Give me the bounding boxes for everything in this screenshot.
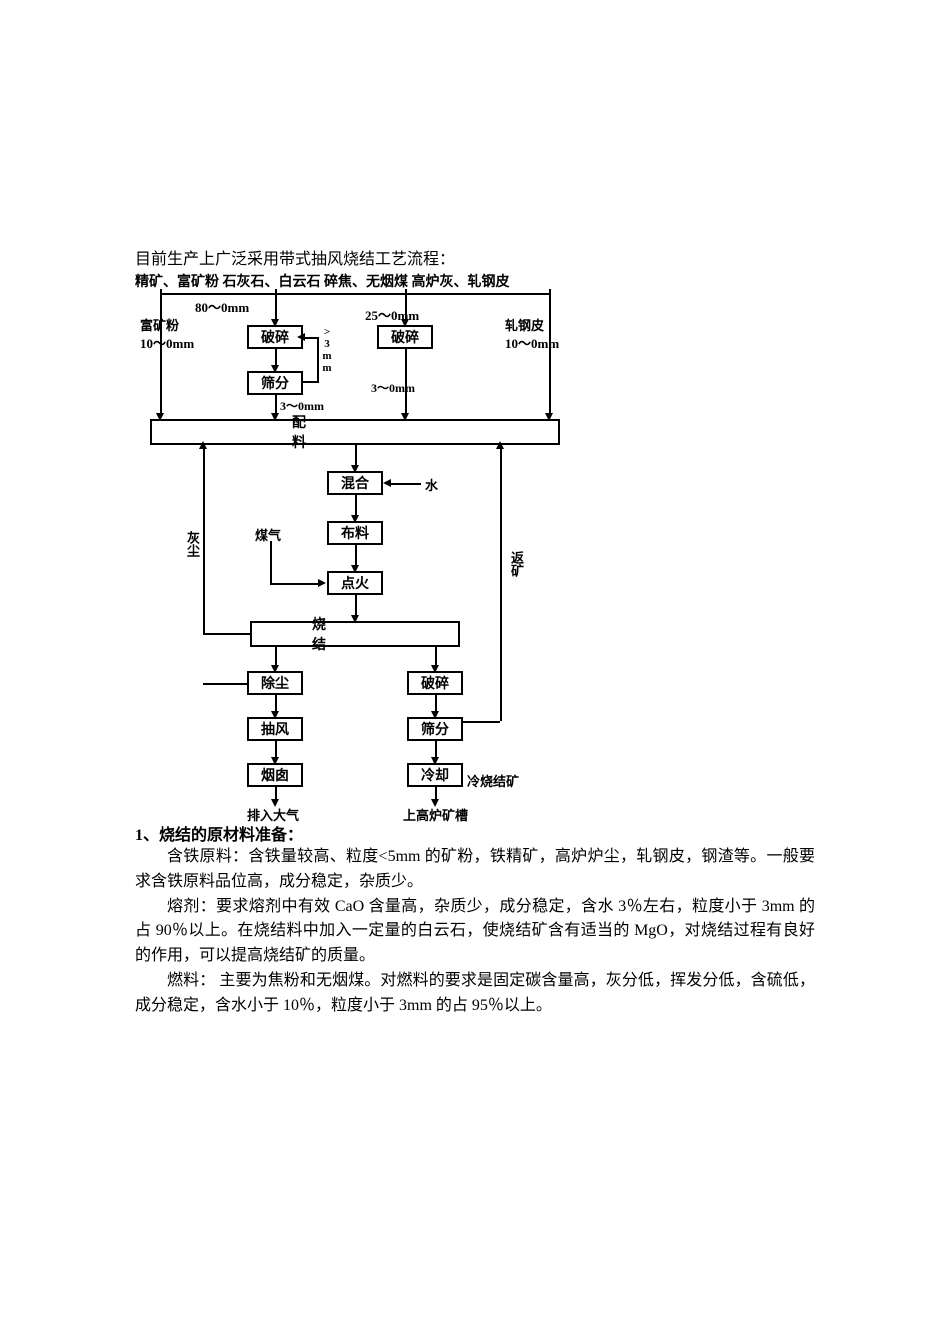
- label-gt3: >3mm: [321, 326, 333, 374]
- node-chuchen: 除尘: [247, 671, 303, 695]
- line: [435, 647, 437, 667]
- label-lengshaojie: 冷烧结矿: [467, 771, 519, 790]
- line: [160, 293, 162, 415]
- label-huichen: 灰尘: [183, 531, 202, 557]
- node-yancong: 烟囱: [247, 763, 303, 787]
- document-page: 目前生产上广泛采用带式抽风烧结工艺流程： 精矿、富矿粉 石灰石、白云石 碎焦、无…: [0, 0, 945, 1337]
- content-area: 目前生产上广泛采用带式抽风烧结工艺流程： 精矿、富矿粉 石灰石、白云石 碎焦、无…: [135, 245, 815, 1019]
- arrow-left-icon: [297, 333, 305, 341]
- line: [500, 445, 502, 721]
- label-25-0: 25～0mm: [365, 305, 419, 324]
- line: [463, 721, 500, 723]
- line: [160, 293, 550, 295]
- line: [203, 633, 250, 635]
- label-water: 水: [425, 475, 438, 494]
- line: [303, 381, 317, 383]
- node-shaifen1: 筛分: [247, 371, 303, 395]
- node-buliao: 布料: [327, 521, 383, 545]
- line: [355, 545, 357, 567]
- label-shanggaolu: 上高炉矿槽: [403, 805, 468, 824]
- line: [203, 445, 205, 633]
- line: [355, 495, 357, 517]
- arrow-left-icon: [383, 479, 391, 487]
- line: [303, 337, 317, 339]
- line: [549, 293, 551, 415]
- line: [275, 293, 277, 321]
- arrow-up-icon: [496, 441, 504, 449]
- node-dianhuo: 点火: [327, 571, 383, 595]
- line: [270, 541, 272, 583]
- paragraph: 含铁原料：含铁量较高、粒度<5mm 的矿粉，铁精矿，高炉炉尘，轧钢皮，钢渣等。一…: [135, 845, 815, 895]
- label-zgp: 轧钢皮: [505, 315, 544, 334]
- node-hunhe: 混合: [327, 471, 383, 495]
- node-posui1: 破碎: [247, 325, 303, 349]
- node-posui2: 破碎: [377, 325, 433, 349]
- section1-title: 1、烧结的原材料准备：: [135, 821, 815, 845]
- line: [355, 445, 357, 467]
- header-materials: 精矿、富矿粉 石灰石、白云石 碎焦、无烟煤 高炉灰、轧钢皮: [135, 271, 510, 291]
- sintering-flowchart: 精矿、富矿粉 石灰石、白云石 碎焦、无烟煤 高炉灰、轧钢皮 80～0mm 富矿粉…: [135, 271, 615, 811]
- paragraph: 燃料： 主要为焦粉和无烟煤。对燃料的要求是固定碳含量高，灰分低，挥发分低，含硫低…: [135, 969, 815, 1019]
- node-shaifen2: 筛分: [407, 717, 463, 741]
- node-shaojie: 烧结: [250, 621, 460, 647]
- label-80-0: 80～0mm: [195, 297, 249, 316]
- paragraph: 熔剂：要求熔剂中有效 CaO 含量高，杂质少，成分稳定，含水 3％左右，粒度小于…: [135, 895, 815, 969]
- label-meiqi: 煤气: [255, 525, 281, 544]
- node-lengque: 冷却: [407, 763, 463, 787]
- arrow-right-icon: [318, 579, 326, 587]
- label-3-0b: 3～0mm: [371, 379, 415, 396]
- label-10-0b: 10～0mm: [505, 333, 559, 352]
- label-10-0: 10～0mm: [140, 333, 194, 352]
- label-pairu: 排入大气: [247, 805, 299, 824]
- line: [317, 337, 319, 383]
- section1-body: 含铁原料：含铁量较高、粒度<5mm 的矿粉，铁精矿，高炉炉尘，轧钢皮，钢渣等。一…: [135, 845, 815, 1019]
- label-fankuang: 返矿: [507, 551, 526, 577]
- arrow-up-icon: [199, 441, 207, 449]
- node-choufeng: 抽风: [247, 717, 303, 741]
- line: [203, 683, 247, 685]
- line: [275, 647, 277, 667]
- intro-text: 目前生产上广泛采用带式抽风烧结工艺流程：: [135, 245, 815, 269]
- node-shaojie-label: 烧结: [252, 614, 458, 654]
- node-posui3: 破碎: [407, 671, 463, 695]
- line: [391, 483, 421, 485]
- line: [270, 583, 320, 585]
